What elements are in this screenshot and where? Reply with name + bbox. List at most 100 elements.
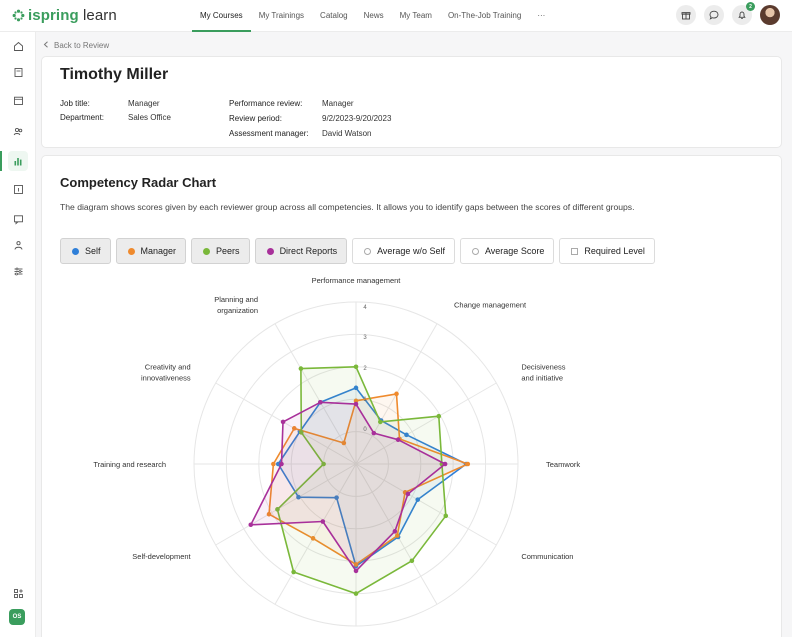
section-title: Competency Radar Chart bbox=[60, 175, 217, 190]
period-value: 9/2/2023-9/20/2023 bbox=[322, 114, 392, 123]
nav-more-icon[interactable]: ··· bbox=[537, 11, 546, 20]
legend-label: Self bbox=[85, 246, 101, 256]
legend-label: Direct Reports bbox=[279, 246, 338, 256]
series-self-point bbox=[334, 495, 339, 500]
nav-item-on-the-job-training[interactable]: On-The-Job Training bbox=[447, 11, 522, 20]
series-manager-point bbox=[291, 426, 297, 431]
grid-spoke bbox=[215, 382, 357, 465]
axis-label: Creativity and bbox=[145, 363, 191, 372]
tick-label: 0 bbox=[363, 427, 367, 433]
tick-label: 3 bbox=[363, 335, 367, 341]
logo-text: ispring learn bbox=[28, 7, 117, 24]
tick-label: 4 bbox=[363, 305, 367, 311]
nav-item-my-trainings[interactable]: My Trainings bbox=[258, 11, 305, 20]
review-label: Performance review: bbox=[229, 99, 303, 108]
axis-label: and initiative bbox=[521, 374, 563, 383]
series-dot-icon bbox=[127, 247, 135, 255]
section-description: The diagram shows scores given by each r… bbox=[60, 202, 635, 212]
legend-toggle-average-w-o-self[interactable]: Average w/o Self bbox=[352, 238, 455, 264]
radar-chart-card: Competency Radar Chart The diagram shows… bbox=[41, 155, 782, 637]
series-direct-reports-point bbox=[320, 519, 326, 524]
tick-label: 2 bbox=[363, 366, 367, 372]
grid-spoke bbox=[355, 463, 497, 546]
series-direct-reports-point bbox=[371, 430, 377, 436]
series-peers-point bbox=[378, 419, 383, 425]
series-dot-icon bbox=[203, 247, 211, 255]
grid-spoke bbox=[274, 463, 357, 605]
bell-icon[interactable]: 2 bbox=[732, 2, 755, 25]
avatar[interactable] bbox=[760, 5, 780, 25]
nav-item-my-team[interactable]: My Team bbox=[399, 11, 432, 20]
series-self-point bbox=[275, 461, 281, 467]
nav-item-catalog[interactable]: Catalog bbox=[320, 11, 348, 20]
coaching-icon[interactable] bbox=[8, 235, 28, 255]
series-direct-reports-point bbox=[442, 461, 448, 467]
axis-label: Training and research bbox=[93, 460, 166, 469]
series-direct-reports-point bbox=[395, 437, 401, 443]
home-icon[interactable] bbox=[8, 36, 28, 56]
series-manager-point bbox=[465, 461, 471, 467]
series-self-point bbox=[353, 385, 359, 391]
employee-name: Timothy Miller bbox=[60, 66, 169, 83]
grid-spoke bbox=[274, 323, 357, 465]
top-bar: ispring learn My Courses My Trainings Cata… bbox=[0, 0, 792, 32]
axis-label: Change management bbox=[454, 301, 527, 310]
department-value: Sales Office bbox=[128, 113, 171, 122]
legend-label: Average Score bbox=[484, 246, 545, 256]
top-actions: 2 bbox=[676, 2, 780, 25]
series-dot-icon bbox=[266, 247, 274, 255]
legend-label: Manager bbox=[140, 246, 177, 256]
job-title-value: Manager bbox=[128, 99, 160, 108]
logo-icon bbox=[12, 9, 25, 22]
book-icon[interactable] bbox=[8, 62, 28, 82]
series-direct-reports-point bbox=[279, 461, 284, 467]
series-manager-point bbox=[394, 391, 399, 397]
apps-icon[interactable] bbox=[8, 583, 28, 603]
axis-label: innovativeness bbox=[141, 374, 191, 383]
axis-label: Planning and bbox=[214, 295, 258, 304]
series-peers-point bbox=[353, 591, 359, 596]
job-title-label: Job title: bbox=[60, 99, 90, 108]
series-self-point bbox=[404, 432, 409, 438]
legend-toggle-average-score[interactable]: Average Score bbox=[459, 238, 555, 264]
legend-toggle-required-level[interactable]: Required Level bbox=[559, 238, 655, 264]
legend-toggle-direct-reports[interactable]: Direct Reports bbox=[254, 238, 348, 264]
series-manager-point bbox=[353, 562, 359, 567]
chat-icon[interactable] bbox=[704, 5, 724, 25]
manager-value: David Watson bbox=[322, 129, 372, 138]
series-self-point bbox=[296, 494, 301, 500]
user-initials-badge[interactable]: OS bbox=[9, 609, 25, 625]
axis-label: Communication bbox=[521, 552, 573, 561]
period-label: Review period: bbox=[229, 114, 282, 123]
series-manager-point bbox=[353, 398, 359, 404]
series-manager-point bbox=[266, 511, 272, 517]
reports-icon[interactable] bbox=[0, 151, 28, 171]
legend: Self Manager Peers Direct Reports Average w/… bbox=[60, 238, 655, 264]
legend-label: Peers bbox=[216, 246, 240, 256]
series-peers-point bbox=[275, 507, 280, 512]
back-link-label: Back to Review bbox=[54, 41, 110, 50]
series-manager-point bbox=[310, 536, 316, 541]
nav-item-news[interactable]: News bbox=[363, 11, 384, 20]
axis-label: organization bbox=[217, 306, 258, 315]
series-direct-reports-point bbox=[353, 401, 359, 407]
legend-toggle-self[interactable]: Self bbox=[60, 238, 111, 264]
calendar-icon[interactable] bbox=[8, 90, 28, 110]
legend-label: Average w/o Self bbox=[377, 246, 445, 256]
nav-item-my-courses[interactable]: My Courses bbox=[192, 0, 251, 32]
schedule-icon[interactable] bbox=[8, 179, 28, 199]
employee-card: Timothy Miller Job title: Manager Depart… bbox=[41, 56, 782, 148]
messages-icon[interactable] bbox=[8, 209, 28, 229]
manager-label: Assessment manager: bbox=[229, 129, 309, 138]
series-direct-reports-point bbox=[405, 491, 411, 497]
team-icon[interactable] bbox=[8, 121, 28, 141]
series-peers-point bbox=[443, 513, 449, 519]
settings-sliders-icon[interactable] bbox=[8, 261, 28, 281]
grid-spoke bbox=[215, 463, 357, 546]
legend-toggle-manager[interactable]: Manager bbox=[115, 238, 187, 264]
gift-icon[interactable] bbox=[676, 5, 696, 25]
legend-toggle-peers[interactable]: Peers bbox=[191, 238, 250, 264]
logo[interactable]: ispring learn bbox=[12, 7, 117, 24]
back-link[interactable]: Back to Review bbox=[43, 41, 109, 50]
series-peers-point bbox=[291, 569, 296, 575]
